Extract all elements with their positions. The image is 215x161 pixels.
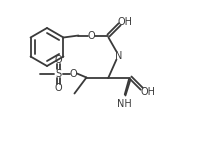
Text: O: O bbox=[70, 68, 77, 79]
Text: O: O bbox=[55, 55, 62, 65]
Text: NH: NH bbox=[117, 99, 132, 109]
Text: OH: OH bbox=[118, 16, 133, 27]
Text: S: S bbox=[55, 68, 61, 79]
Text: N: N bbox=[115, 51, 122, 61]
Text: O: O bbox=[88, 30, 95, 41]
Text: OH: OH bbox=[141, 86, 156, 96]
Text: O: O bbox=[55, 82, 62, 93]
